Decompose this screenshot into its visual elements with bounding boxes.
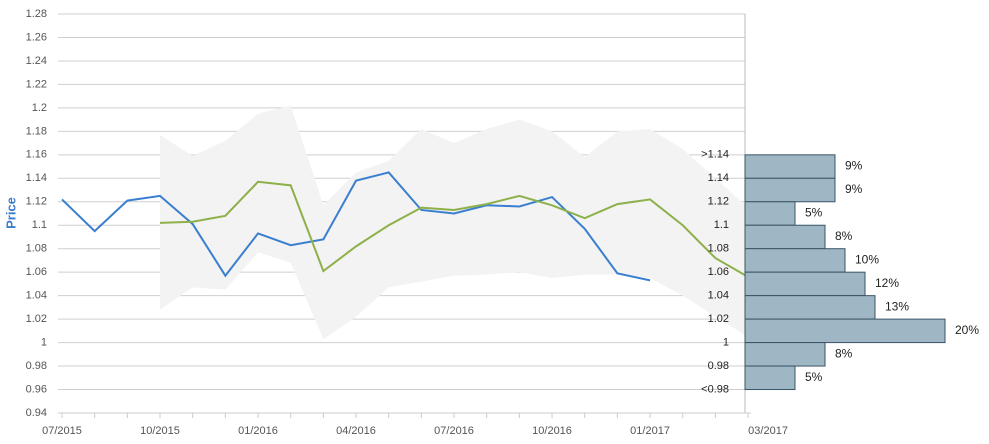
bar-value-label: 5%	[805, 370, 823, 384]
x-tick-label: 01/2017	[630, 425, 670, 437]
x-tick-label: 07/2016	[434, 425, 474, 437]
bar	[744, 295, 876, 320]
bar-value-label: 9%	[845, 159, 863, 173]
y-tick-label: 1.04	[26, 290, 47, 302]
y-tick-label: 1	[41, 336, 47, 348]
bin-edge-label: 1.14	[708, 172, 729, 184]
y-tick-label: 1.28	[26, 8, 47, 20]
bar-value-label: 13%	[885, 300, 909, 314]
y-tick-label: 1.1	[32, 219, 47, 231]
bar-value-label: 5%	[805, 206, 823, 220]
y-tick-label: 1.22	[26, 78, 47, 90]
bar-value-label: 20%	[955, 323, 979, 337]
bar	[744, 154, 836, 179]
x-tick-label: 04/2016	[336, 425, 376, 437]
bin-edge-label: 1.02	[708, 313, 729, 325]
bin-edge-label: 1.08	[708, 243, 729, 255]
bar	[744, 201, 796, 226]
x-tick-label: 10/2016	[532, 425, 572, 437]
y-tick-label: 1.12	[26, 196, 47, 208]
bar-value-label: 9%	[845, 182, 863, 196]
x-tick-label: 07/2015	[42, 425, 82, 437]
bin-edge-label: 1	[723, 336, 729, 348]
bar	[744, 271, 866, 297]
y-tick-label: 1.18	[26, 125, 47, 137]
bar	[744, 342, 826, 367]
y-tick-label: 0.96	[26, 383, 47, 395]
bin-edge-label: 1.04	[708, 290, 729, 302]
bar-value-label: 12%	[875, 276, 899, 290]
bin-edge-label: 0.98	[708, 360, 729, 372]
y-tick-label: 1.06	[26, 266, 47, 278]
bar	[744, 248, 846, 273]
bar	[744, 318, 946, 344]
range-band	[160, 105, 749, 340]
bar-value-label: 8%	[835, 346, 853, 360]
series-line	[159, 180, 749, 278]
y-tick-label: 1.16	[26, 149, 47, 161]
y-tick-label: 1.24	[26, 55, 47, 67]
bin-edge-label: 1.12	[708, 196, 729, 208]
y-tick-label: 1.08	[26, 243, 47, 255]
y-tick-label: 1.2	[32, 102, 47, 114]
x-tick-label: 01/2016	[238, 425, 278, 437]
bar-value-label: 10%	[855, 253, 879, 267]
y-axis-label: Price	[3, 197, 18, 229]
bar	[744, 224, 826, 250]
bin-edge-label: 1.06	[708, 266, 729, 278]
bar	[744, 365, 796, 391]
bin-edge-label: 1.1	[714, 219, 729, 231]
y-tick-label: 1.02	[26, 313, 47, 325]
bar-value-label: 8%	[835, 229, 853, 243]
y-tick-label: 1.26	[26, 31, 47, 43]
bin-edge-label: >1.14	[701, 149, 729, 161]
bar	[744, 177, 836, 203]
series-line	[61, 171, 651, 282]
y-tick-label: 1.14	[26, 172, 47, 184]
bin-edge-label: <0.98	[701, 383, 729, 395]
x-tick-label: 03/2017	[748, 425, 788, 437]
y-tick-label: 0.94	[26, 407, 47, 419]
y-tick-label: 0.98	[26, 360, 47, 372]
x-tick-label: 10/2015	[140, 425, 180, 437]
